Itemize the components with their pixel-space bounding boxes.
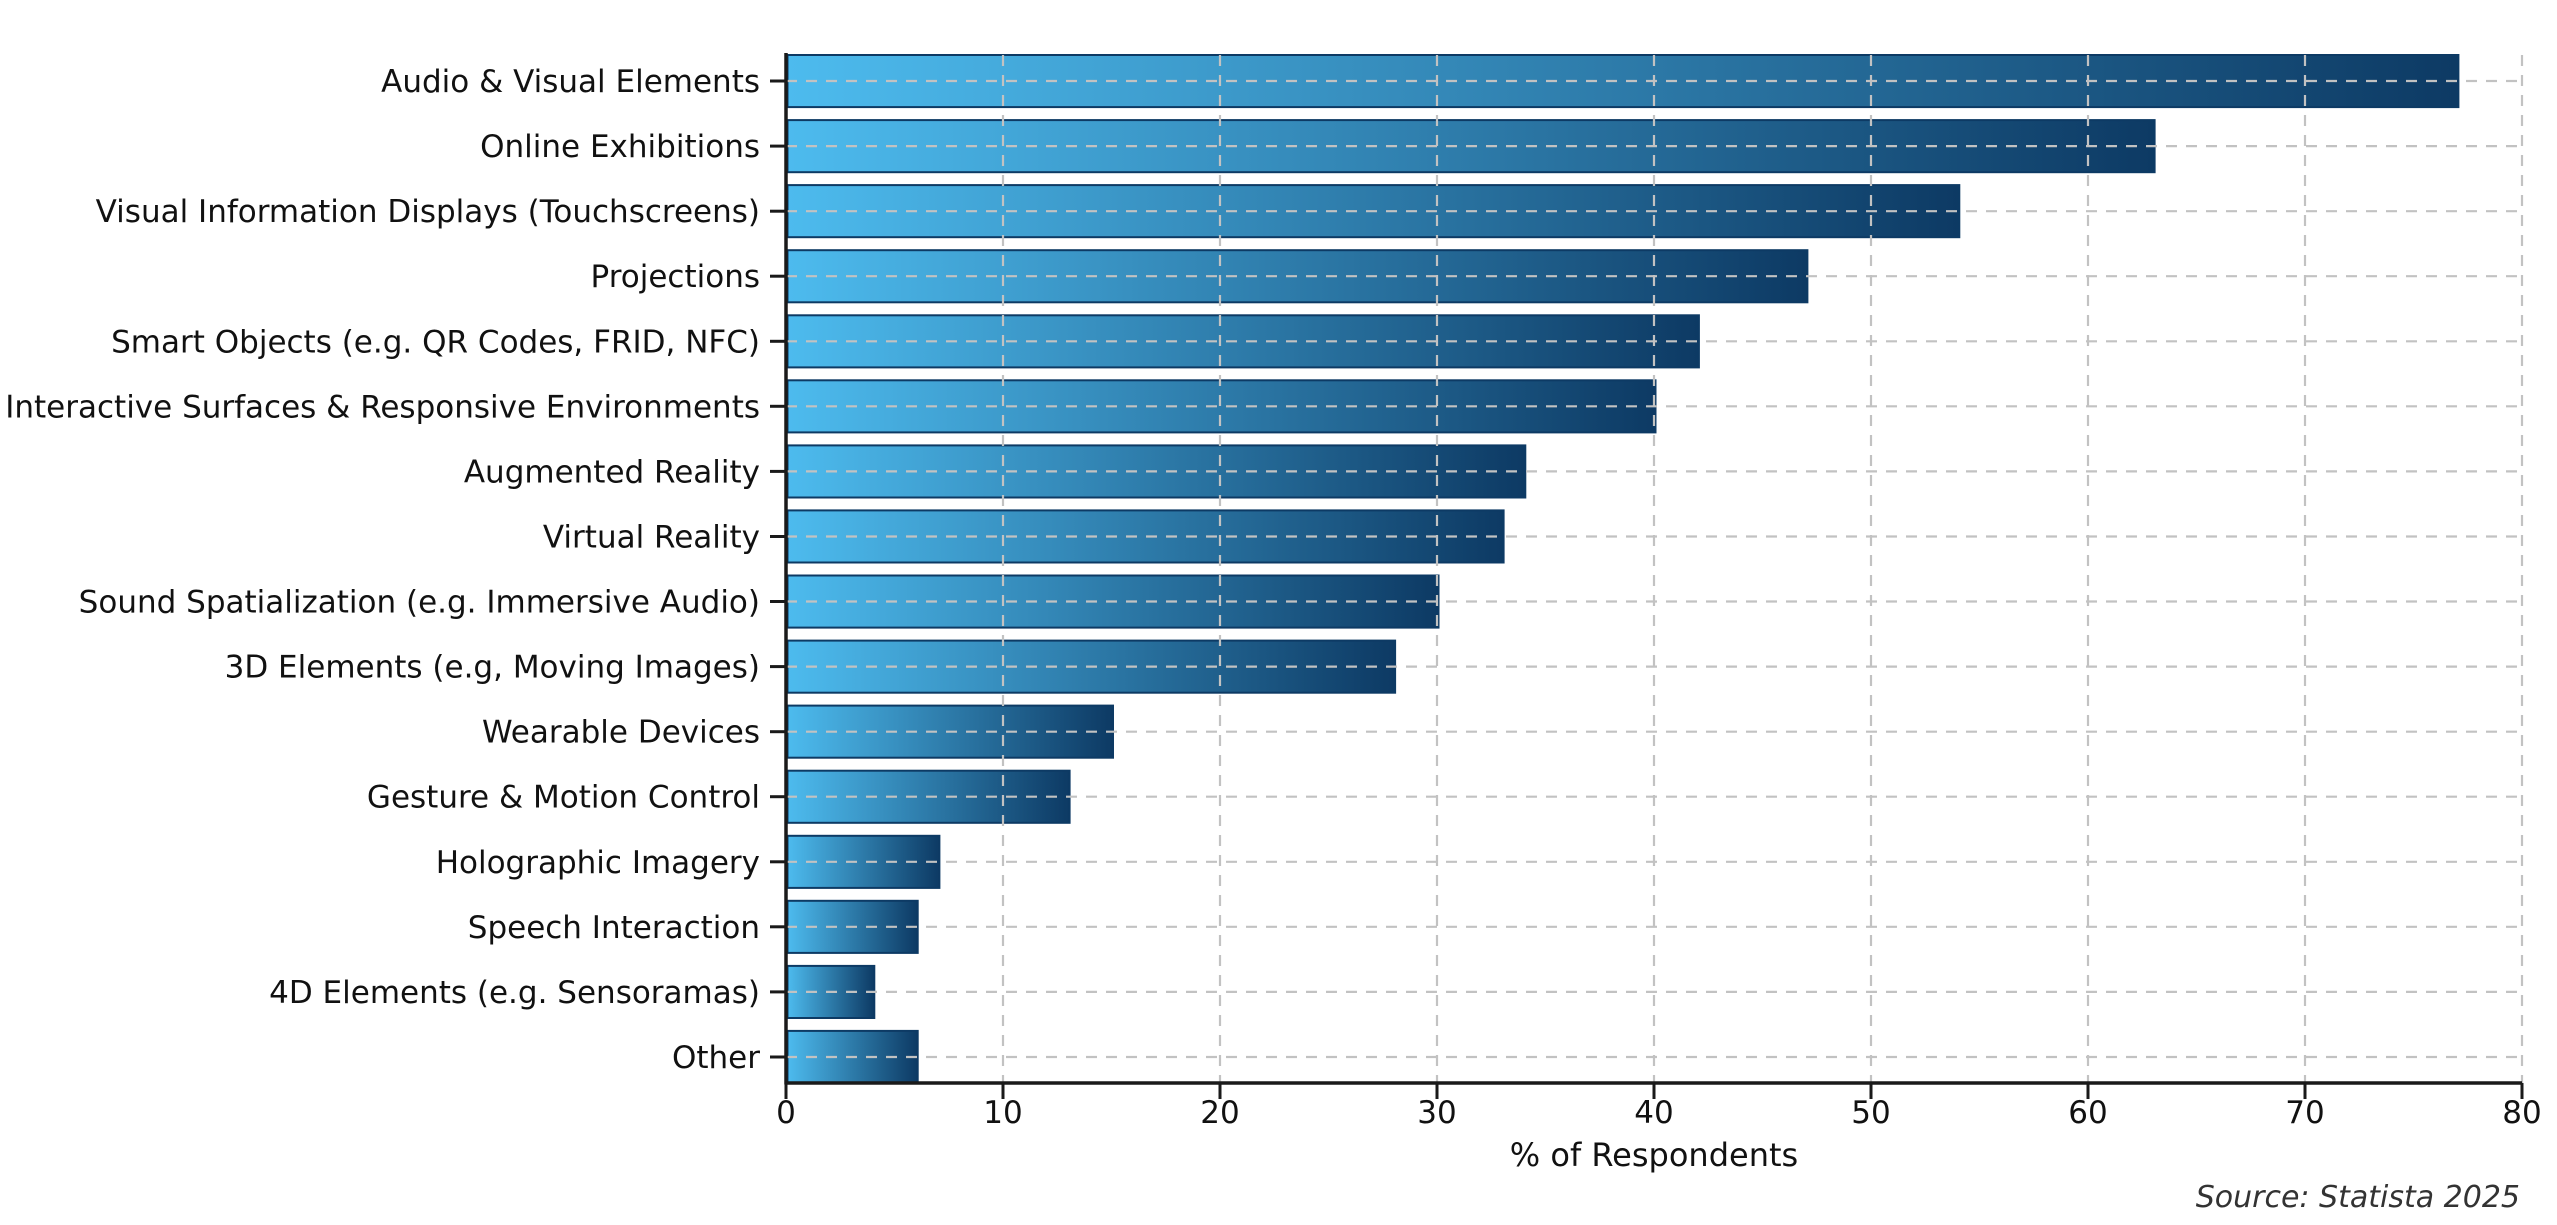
category-label: Projections bbox=[591, 259, 760, 295]
category-label: Wearable Devices bbox=[482, 715, 760, 751]
category-label: Virtual Reality bbox=[543, 520, 760, 556]
x-tick-label: 50 bbox=[1851, 1095, 1890, 1131]
x-tick-label: 10 bbox=[983, 1095, 1022, 1131]
category-label: Other bbox=[672, 1040, 760, 1076]
category-label: Smart Objects (e.g. QR Codes, FRID, NFC) bbox=[111, 324, 760, 360]
bar bbox=[786, 314, 1700, 369]
x-tick-label: 80 bbox=[2502, 1095, 2541, 1131]
category-label: Holographic Imagery bbox=[436, 845, 760, 881]
axes-layer bbox=[770, 53, 2524, 1099]
gridlines-layer bbox=[786, 55, 2524, 1083]
category-label: Online Exhibitions bbox=[480, 129, 760, 165]
category-label: Gesture & Motion Control bbox=[367, 780, 760, 816]
category-label: 4D Elements (e.g. Sensoramas) bbox=[269, 975, 760, 1011]
category-label: Sound Spatialization (e.g. Immersive Aud… bbox=[79, 585, 760, 621]
x-tick-label: 40 bbox=[1634, 1095, 1673, 1131]
bar bbox=[786, 54, 2460, 109]
bars-layer bbox=[786, 54, 2460, 1085]
x-axis-label: % of Respondents bbox=[1510, 1136, 1798, 1174]
x-tick-label: 30 bbox=[1417, 1095, 1456, 1131]
source-note: Source: Statista 2025 bbox=[2196, 1180, 2520, 1215]
bar bbox=[786, 379, 1657, 434]
category-label: Augmented Reality bbox=[464, 454, 760, 490]
x-tick-label: 60 bbox=[2068, 1095, 2107, 1131]
category-label: Interactive Surfaces & Responsive Enviro… bbox=[5, 389, 760, 425]
labels-layer: Audio & Visual Elements Online Exhibition… bbox=[5, 64, 2541, 1131]
x-tick-label: 20 bbox=[1200, 1095, 1239, 1131]
x-tick-label: 70 bbox=[2285, 1095, 2324, 1131]
x-tick-label: 0 bbox=[776, 1095, 796, 1131]
category-label: Visual Information Displays (Touchscreen… bbox=[96, 194, 760, 230]
category-label: Speech Interaction bbox=[468, 910, 760, 946]
category-label: Audio & Visual Elements bbox=[381, 64, 760, 100]
category-label: 3D Elements (e.g, Moving Images) bbox=[225, 650, 760, 686]
